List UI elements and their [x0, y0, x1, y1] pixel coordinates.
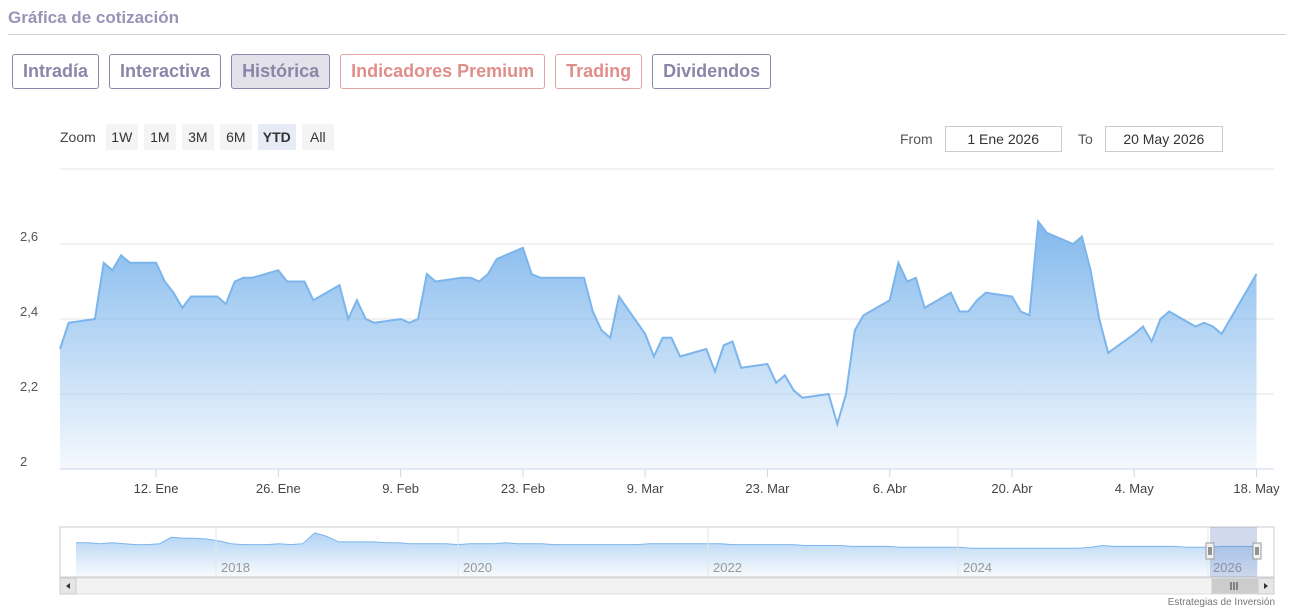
y-tick-label: 2,6: [20, 229, 38, 244]
tab-trading[interactable]: Trading: [555, 54, 643, 89]
zoom-all-button[interactable]: All: [301, 124, 334, 150]
navigator-year-label: 2018: [221, 560, 250, 575]
title-divider: [8, 34, 1286, 35]
x-tick-label: 12. Ene: [134, 481, 179, 496]
navigator-year-label: 2026: [1213, 560, 1242, 575]
y-tick-label: 2,2: [20, 379, 38, 394]
x-tick-label: 20. Abr: [991, 481, 1033, 496]
zoom-selector: Zoom 1W 1M 3M 6M YTD All: [60, 124, 334, 150]
zoom-1w-button[interactable]: 1W: [105, 124, 138, 150]
navigator-handle[interactable]: [1252, 542, 1262, 560]
x-tick-label: 6. Abr: [873, 481, 908, 496]
zoom-ytd-button[interactable]: YTD: [257, 124, 296, 150]
x-tick-label: 9. Feb: [382, 481, 419, 496]
from-label: From: [900, 131, 933, 147]
tab-indicadores-premium[interactable]: Indicadores Premium: [340, 54, 546, 89]
scroll-right-arrow-icon: [1264, 583, 1268, 589]
zoom-3m-button[interactable]: 3M: [181, 124, 214, 150]
price-line: [59, 218, 1258, 428]
navigator-year-label: 2020: [463, 560, 492, 575]
range-to: To 20 May 2026: [1078, 126, 1223, 152]
navigator-handle[interactable]: [1205, 542, 1215, 560]
navigator-year-label: 2024: [963, 560, 992, 575]
zoom-label: Zoom: [60, 129, 96, 145]
navigator-area: [76, 532, 1258, 577]
scroll-left-arrow-icon: [66, 583, 70, 589]
price-area: [60, 221, 1257, 469]
navigator-line: [76, 532, 1258, 549]
x-tick-label: 4. May: [1115, 481, 1155, 496]
tab-dividendos[interactable]: Dividendos: [652, 54, 772, 89]
navigator-year-label: 2022: [713, 560, 742, 575]
chart-tabs: Intradía Interactiva Histórica Indicadores …: [12, 54, 772, 89]
tab-intradía[interactable]: Intradía: [12, 54, 100, 89]
scrollbar-thumb[interactable]: [1211, 578, 1259, 594]
from-date-input[interactable]: 1 Ene 2026: [944, 126, 1062, 152]
x-tick-label: 23. Mar: [745, 481, 790, 496]
x-tick-label: 18. May: [1233, 481, 1280, 496]
zoom-6m-button[interactable]: 6M: [219, 124, 252, 150]
tab-histórica[interactable]: Histórica: [231, 54, 331, 89]
x-tick-label: 9. Mar: [627, 481, 665, 496]
tab-interactiva[interactable]: Interactiva: [109, 54, 222, 89]
to-label: To: [1078, 131, 1093, 147]
x-tick-label: 26. Ene: [256, 481, 301, 496]
y-tick-label: 2: [20, 454, 27, 469]
range-from: From 1 Ene 2026: [900, 126, 1062, 152]
navigator-selection: [1210, 527, 1257, 577]
x-tick-label: 23. Feb: [501, 481, 545, 496]
zoom-1m-button[interactable]: 1M: [143, 124, 176, 150]
y-tick-label: 2,4: [20, 304, 38, 319]
credit-text: Estrategias de Inversión: [1167, 597, 1275, 608]
scrollbar-track: [59, 577, 1275, 595]
to-date-input[interactable]: 20 May 2026: [1104, 126, 1223, 152]
section-title: Gráfica de cotización: [8, 8, 179, 27]
